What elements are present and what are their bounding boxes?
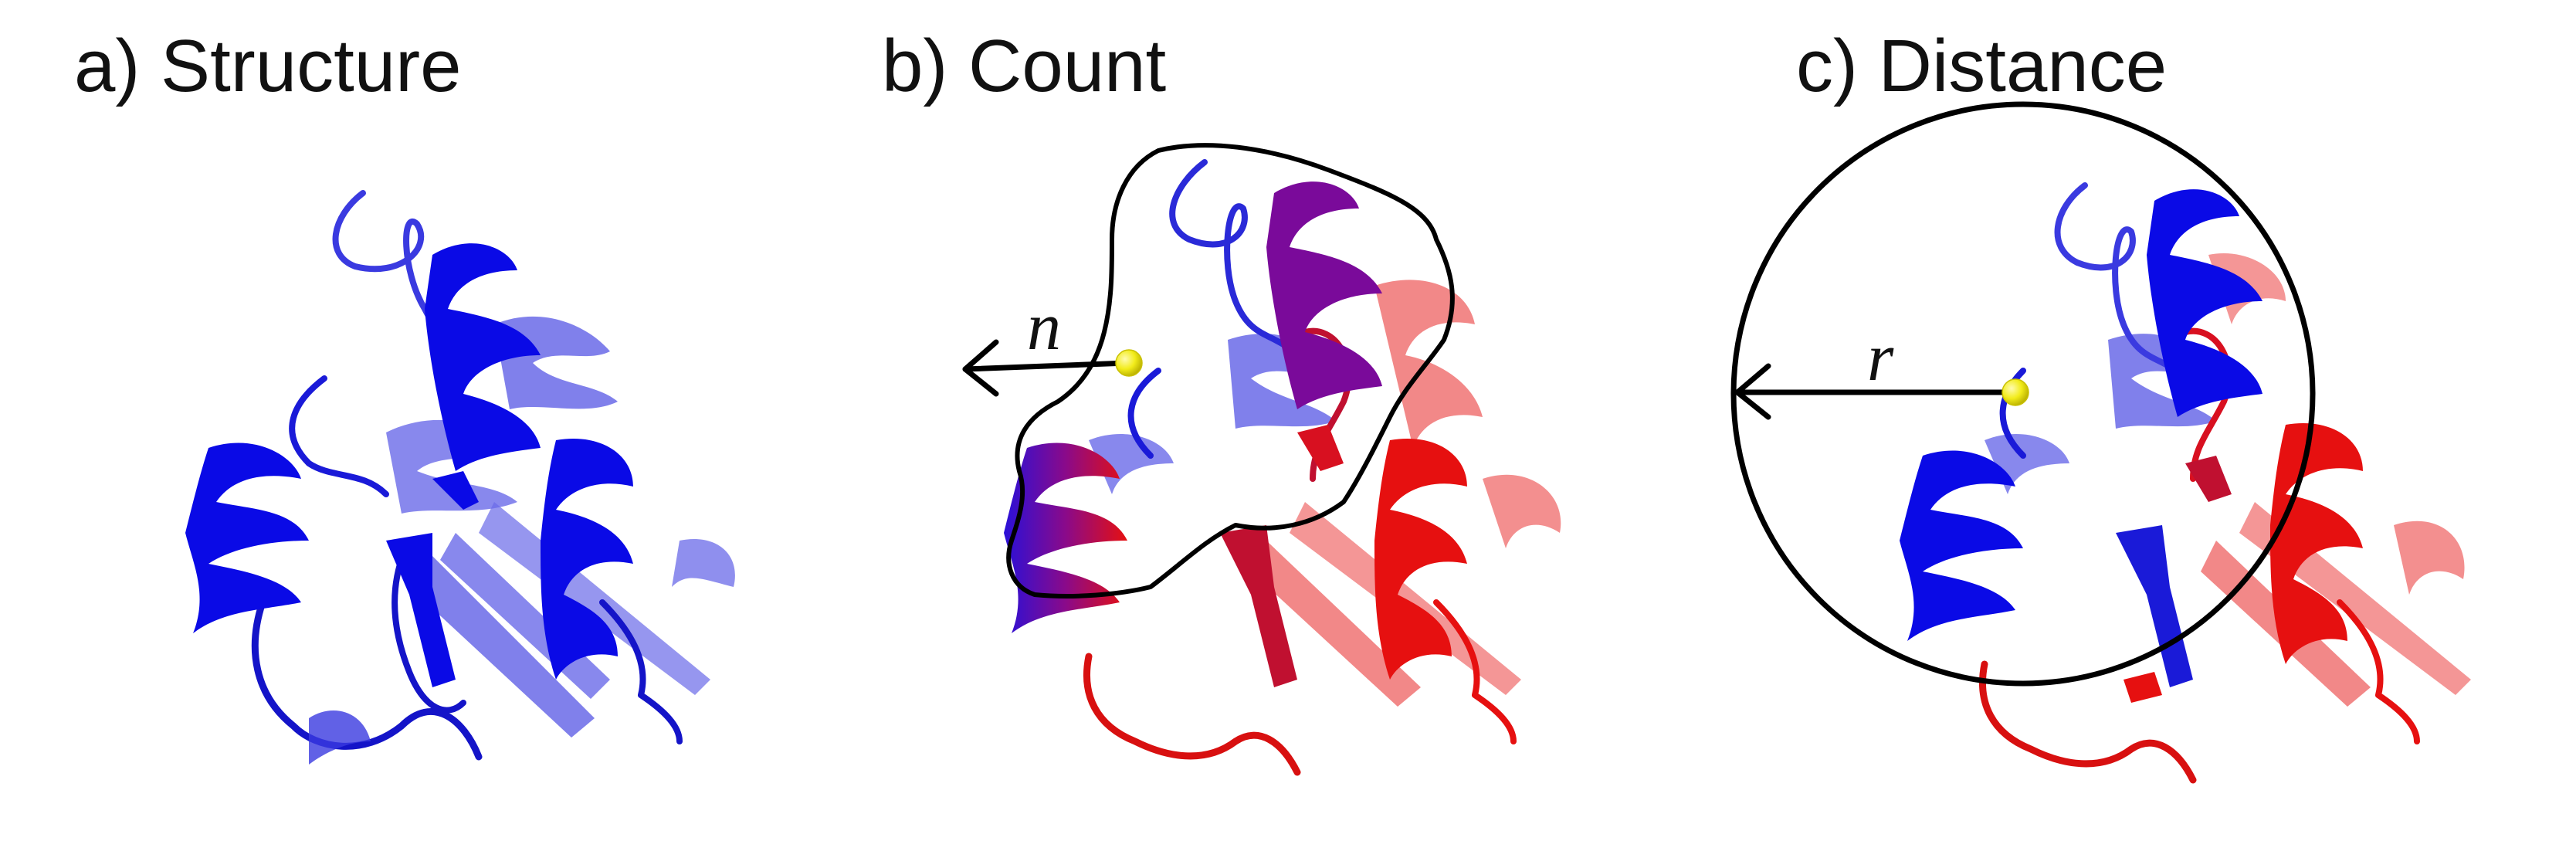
panel-title-distance: c) Distance xyxy=(1796,25,2167,107)
panel-distance: c) Distance xyxy=(1730,25,2471,784)
panel-structure: a) Structure xyxy=(74,25,735,765)
protein-ribbon-icon xyxy=(1004,159,1561,776)
panel-title-count: b) Count xyxy=(882,25,1166,107)
panel-count: b) Count xyxy=(882,25,1561,776)
protein-ribbon-icon xyxy=(185,190,735,765)
distance-variable-label: r xyxy=(1867,320,1894,395)
count-arrow xyxy=(962,339,1130,397)
distance-arrow xyxy=(1734,363,2015,420)
atom-marker-icon xyxy=(2001,378,2029,406)
panel-title-structure: a) Structure xyxy=(74,25,462,107)
atom-marker-icon xyxy=(1115,349,1143,377)
count-variable-label: n xyxy=(1027,290,1061,365)
distance-radius-circle xyxy=(1730,101,2316,687)
protein-ribbon-icon xyxy=(1900,182,2471,784)
